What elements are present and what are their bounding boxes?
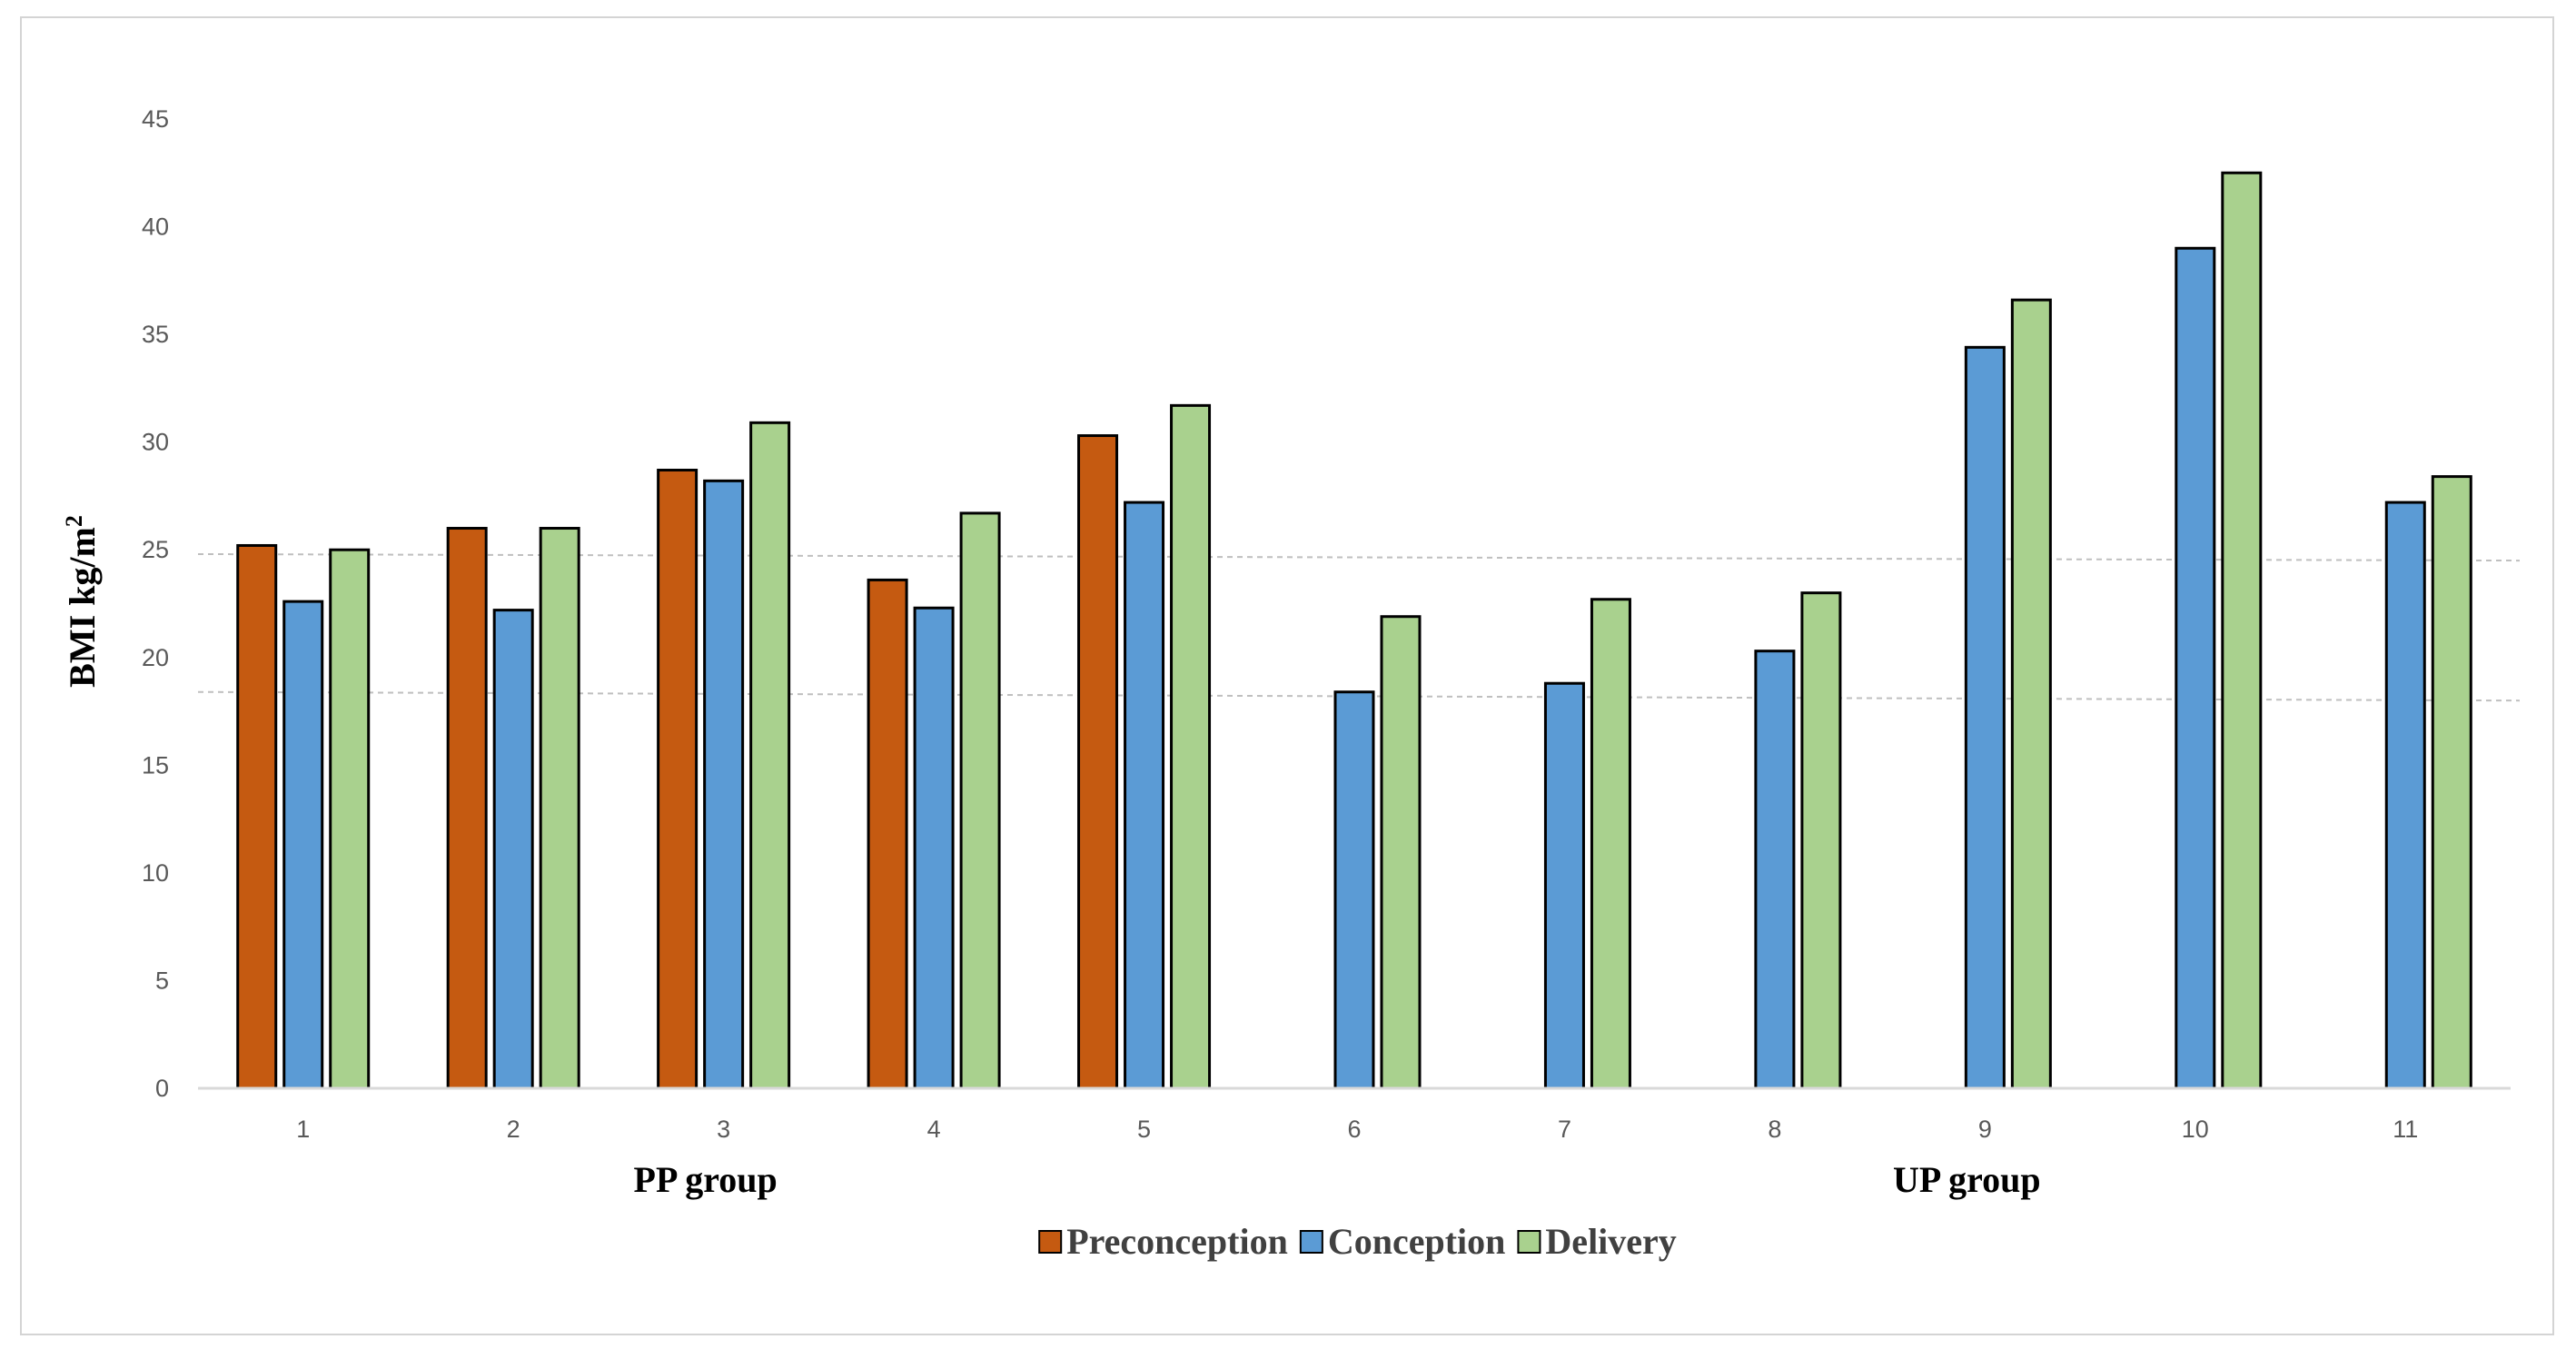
bar-conception-1 — [282, 600, 324, 1090]
x-tick-2: 2 — [507, 1116, 520, 1143]
legend-label-conception: Conception — [1328, 1221, 1506, 1262]
bar-delivery-8 — [1800, 591, 1842, 1090]
y-tick-15: 15 — [142, 751, 169, 779]
bar-conception-2 — [492, 609, 534, 1090]
bar-conception-4 — [913, 606, 955, 1090]
y-tick-5: 5 — [155, 967, 169, 994]
chart-frame — [20, 16, 2554, 1335]
bar-delivery-7 — [1590, 598, 1631, 1090]
bar-conception-11 — [2384, 501, 2426, 1090]
bar-conception-7 — [1543, 681, 1585, 1090]
y-axis-title: BMI kg/m2 — [61, 515, 103, 688]
bar-conception-6 — [1333, 690, 1375, 1090]
bar-delivery-2 — [539, 527, 580, 1090]
bar-delivery-10 — [2221, 171, 2263, 1090]
bar-delivery-6 — [1380, 615, 1422, 1090]
x-tick-7: 7 — [1558, 1116, 1571, 1143]
bar-delivery-1 — [329, 548, 371, 1090]
y-axis-title-text: BMI kg/m — [62, 527, 103, 688]
legend-swatch-conception — [1299, 1230, 1323, 1254]
bar-preconception-4 — [867, 578, 908, 1090]
bar-delivery-5 — [1170, 403, 1212, 1090]
bar-delivery-9 — [2010, 298, 2052, 1090]
legend-swatch-preconception — [1038, 1230, 1063, 1254]
y-tick-0: 0 — [155, 1075, 169, 1102]
group-labels: PP group UP group — [634, 1159, 2041, 1200]
y-axis-title-superscript: 2 — [61, 515, 87, 527]
bars-layer — [236, 171, 2472, 1090]
legend-swatch-delivery — [1517, 1230, 1541, 1254]
y-tick-35: 35 — [142, 321, 169, 348]
x-tick-1: 1 — [296, 1116, 310, 1143]
legend-label-preconception: Preconception — [1066, 1221, 1288, 1262]
bar-delivery-4 — [959, 511, 1001, 1090]
x-tick-10: 10 — [2182, 1116, 2209, 1143]
bar-delivery-11 — [2431, 475, 2472, 1090]
group-label-1: PP group — [634, 1159, 778, 1200]
bar-preconception-1 — [236, 543, 278, 1090]
y-tick-labels: 0 5 10 15 20 25 30 35 40 45 — [142, 105, 169, 1102]
x-tick-6: 6 — [1347, 1116, 1361, 1143]
x-tick-3: 3 — [717, 1116, 730, 1143]
legend: Preconception Conception Delivery — [1038, 1221, 1677, 1262]
x-tick-labels: 1 2 3 4 5 6 7 8 9 10 11 — [296, 1116, 2418, 1143]
bar-delivery-3 — [749, 421, 791, 1090]
y-tick-40: 40 — [142, 213, 169, 241]
bar-conception-8 — [1754, 650, 1796, 1090]
bar-preconception-5 — [1077, 434, 1119, 1090]
bar-preconception-3 — [657, 468, 698, 1090]
y-tick-10: 10 — [142, 859, 169, 887]
y-tick-25: 25 — [142, 536, 169, 563]
bar-conception-10 — [2175, 246, 2216, 1090]
y-tick-45: 45 — [142, 105, 169, 133]
legend-label-delivery: Delivery — [1545, 1221, 1676, 1262]
bar-conception-5 — [1124, 501, 1165, 1090]
bar-conception-3 — [703, 479, 745, 1090]
group-label-2: UP group — [1893, 1159, 2041, 1200]
x-tick-4: 4 — [927, 1116, 941, 1143]
y-tick-20: 20 — [142, 644, 169, 671]
x-tick-9: 9 — [1978, 1116, 1992, 1143]
x-tick-5: 5 — [1137, 1116, 1151, 1143]
bar-preconception-2 — [446, 527, 488, 1090]
reference-line-1 — [197, 552, 2521, 562]
y-tick-30: 30 — [142, 429, 169, 456]
x-tick-11: 11 — [2393, 1116, 2418, 1143]
x-tick-8: 8 — [1768, 1116, 1781, 1143]
bar-conception-9 — [1964, 345, 2006, 1090]
